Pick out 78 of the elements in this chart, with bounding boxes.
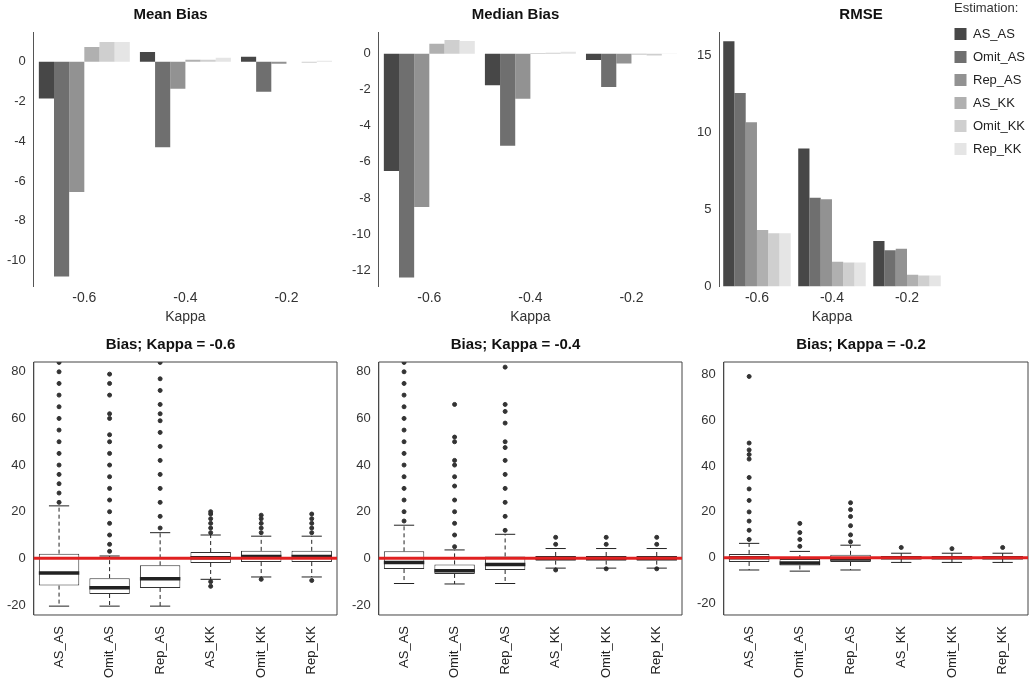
y-tick-label: 0: [363, 549, 371, 565]
y-tick-label: 20: [701, 503, 716, 519]
x-axis-title: Kappa: [165, 308, 206, 325]
y-tick-label: 0: [18, 53, 26, 69]
y-tick-label: 20: [11, 503, 26, 519]
y-tick-label: 40: [356, 456, 371, 472]
x-tick-label: Omit_AS: [791, 625, 807, 678]
y-tick-label: 40: [701, 457, 716, 473]
x-tick-label: AS_AS: [395, 625, 411, 668]
x-tick-label: Rep_KK: [994, 625, 1010, 675]
y-tick-label: -6: [359, 153, 371, 169]
chart-title: Bias; Kappa = -0.4: [450, 335, 581, 353]
y-tick-label: 0: [363, 45, 371, 61]
x-tick-label: -0.4: [518, 288, 543, 305]
x-tick-label: -0.6: [744, 288, 770, 305]
y-tick-label: -4: [359, 117, 371, 133]
y-tick-label: -20: [696, 595, 716, 611]
x-tick-label: AS_KK: [892, 625, 908, 668]
legend-label: Rep_KK: [973, 140, 1022, 156]
y-tick-label: 60: [11, 410, 26, 425]
x-tick-label: -0.2: [274, 288, 299, 305]
y-tick-label: 20: [356, 503, 371, 519]
chart-title: Bias; Kappa = -0.6: [105, 335, 236, 353]
y-tick-label: -20: [6, 596, 26, 612]
legend-label: Omit_KK: [973, 117, 1026, 133]
legend-label: AS_AS: [973, 25, 1016, 41]
y-tick-label: 0: [708, 549, 716, 565]
y-tick-label: 60: [701, 411, 716, 427]
chart-title: Bias; Kappa = -0.2: [796, 335, 926, 353]
x-tick-label: -0.4: [173, 288, 198, 305]
legend-label: Rep_AS: [973, 71, 1022, 87]
y-tick-label: -2: [359, 81, 371, 97]
x-tick-label: Rep_KK: [648, 625, 664, 675]
x-tick-label: -0.6: [72, 288, 97, 305]
x-axis-title: Kappa: [510, 308, 551, 325]
y-tick-label: 5: [704, 200, 712, 216]
y-tick-label: -8: [14, 212, 26, 228]
x-tick-label: -0.2: [619, 288, 644, 305]
x-tick-label: Rep_AS: [151, 625, 167, 675]
x-tick-label: Rep_AS: [842, 625, 858, 675]
legend-label: Omit_AS: [973, 48, 1026, 64]
y-tick-label: -8: [359, 189, 371, 205]
legend-title: Estimation:: [954, 0, 1019, 16]
y-tick-label: -6: [14, 172, 26, 188]
y-tick-label: 80: [356, 363, 371, 379]
y-tick-label: 0: [704, 277, 712, 293]
y-tick-label: -10: [6, 252, 26, 268]
x-tick-label: AS_AS: [740, 625, 756, 668]
legend-label: AS_KK: [973, 94, 1016, 110]
chart-title: Mean Bias: [133, 5, 208, 23]
y-tick-label: 80: [701, 365, 716, 381]
x-tick-label: Rep_KK: [303, 625, 319, 675]
y-tick-label: -12: [351, 261, 371, 277]
y-tick-label: 15: [696, 46, 712, 62]
y-tick-label: -20: [351, 596, 371, 612]
y-tick-label: 40: [11, 456, 26, 472]
x-tick-label: Omit_KK: [943, 625, 959, 678]
chart-title: RMSE: [839, 5, 883, 23]
y-tick-label: -2: [14, 93, 26, 109]
x-tick-label: Rep_AS: [496, 625, 512, 675]
y-tick-label: -4: [14, 132, 26, 148]
x-tick-label: Omit_AS: [101, 625, 117, 678]
y-tick-label: 80: [11, 363, 26, 379]
y-tick-label: 60: [356, 410, 371, 425]
x-tick-label: Omit_KK: [252, 625, 268, 678]
y-tick-label: 10: [696, 123, 712, 139]
x-tick-label: Omit_KK: [597, 625, 613, 678]
x-tick-label: Omit_AS: [446, 625, 462, 678]
x-tick-label: -0.6: [417, 288, 442, 305]
y-tick-label: -10: [351, 225, 371, 241]
x-tick-label: -0.2: [894, 288, 920, 305]
chart-title: Median Bias: [471, 5, 560, 23]
x-tick-label: AS_AS: [50, 625, 66, 668]
y-tick-label: 0: [18, 549, 26, 565]
x-tick-label: AS_KK: [202, 625, 218, 668]
x-axis-title: Kappa: [811, 308, 853, 325]
x-tick-label: AS_KK: [547, 625, 563, 668]
x-tick-label: -0.4: [819, 288, 845, 305]
